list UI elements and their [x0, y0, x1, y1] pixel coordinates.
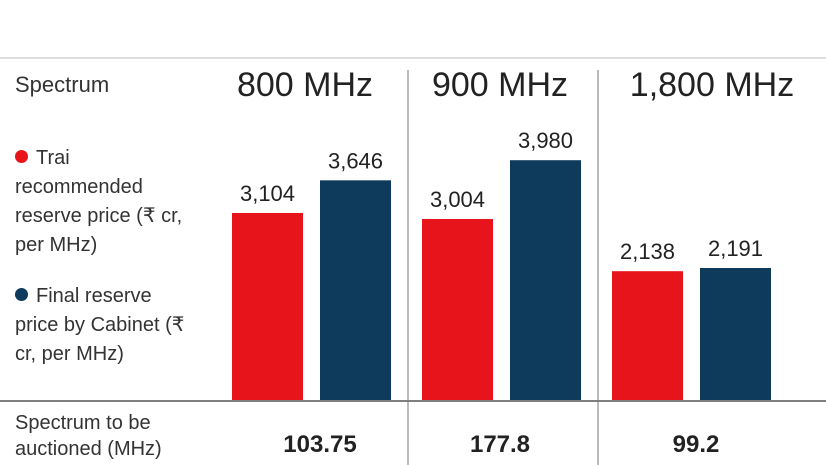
bar [612, 271, 683, 400]
category-label: 900 MHz [432, 66, 568, 104]
legend-entry: Trai recommended reserve price (₹ cr, pe… [15, 144, 190, 260]
bar [232, 212, 303, 400]
category-label: 800 MHz [237, 66, 373, 104]
header-label: Spectrum [15, 72, 109, 97]
legend-swatch [15, 150, 28, 163]
category-label: 1,800 MHz [630, 66, 794, 104]
footer-value: 177.8 [470, 431, 530, 458]
legend-swatch [15, 288, 28, 301]
value-label: 2,138 [620, 239, 675, 264]
footer-value: 99.2 [673, 431, 720, 458]
value-label: 3,004 [430, 187, 485, 212]
value-label: 3,646 [328, 148, 383, 173]
value-label: 2,191 [708, 236, 763, 261]
legend-text: Final reserve price by Cabinet (₹ cr, pe… [15, 285, 185, 365]
bar [510, 160, 581, 400]
bar [320, 180, 391, 400]
legend-entry: Final reserve price by Cabinet (₹ cr, pe… [15, 282, 190, 369]
bar [700, 267, 771, 400]
footer-label: Spectrum to be auctioned (MHz) [15, 412, 162, 460]
value-label: 3,104 [240, 181, 295, 206]
value-label: 3,980 [518, 128, 573, 153]
legend-text: Trai recommended reserve price (₹ cr, pe… [15, 147, 183, 256]
footer-value: 103.75 [283, 431, 356, 458]
bar [422, 219, 493, 400]
